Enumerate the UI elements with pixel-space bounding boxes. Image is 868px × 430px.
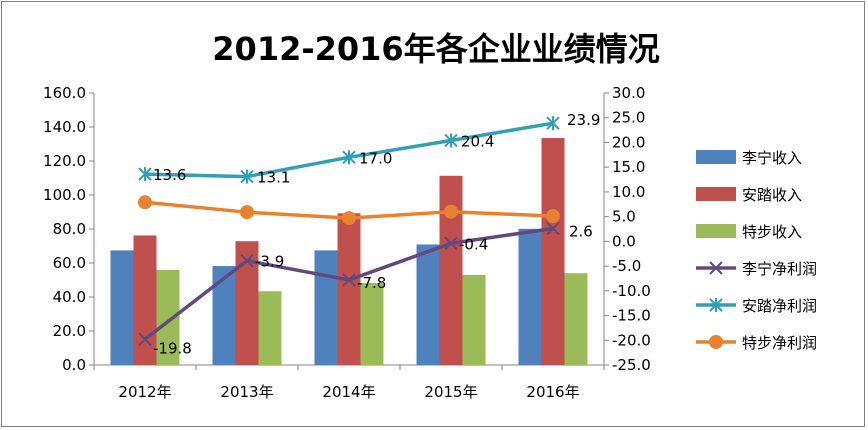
x-marker xyxy=(240,253,254,268)
circle-marker xyxy=(546,209,560,224)
legend-label: 安踏净利润 xyxy=(742,297,817,315)
data-labels: -19.8 -3.9 -7.8 -0.4 2.6 13.6 13.1 17.0 20.4 23.9 xyxy=(153,111,600,357)
y-right-tick-label: 30.0 xyxy=(612,84,645,102)
bar xyxy=(156,269,180,365)
legend-label: 特步收入 xyxy=(742,223,802,241)
legend-label: 李宁收入 xyxy=(742,149,802,167)
bar xyxy=(133,235,157,365)
y-right-tick-label: -25.0 xyxy=(612,356,651,374)
y-right-tick-label: -20.0 xyxy=(612,331,651,349)
x-marker-stroke xyxy=(444,236,458,251)
data-label: -3.9 xyxy=(255,253,284,271)
bar xyxy=(518,228,542,365)
y-left-tick-label: 140.0 xyxy=(43,118,86,136)
legend-swatch xyxy=(696,224,736,238)
y-right-tick-label: -5.0 xyxy=(612,257,641,275)
circle-marker xyxy=(138,195,152,210)
legend-label: 特步净利润 xyxy=(742,334,817,352)
star-marker xyxy=(138,167,152,182)
bar xyxy=(439,175,463,365)
y-right-tick-label: 10.0 xyxy=(612,183,645,201)
data-label: -19.8 xyxy=(153,339,192,357)
bar xyxy=(462,274,486,365)
bar xyxy=(110,250,134,365)
data-label: 17.0 xyxy=(359,149,392,167)
data-label: -7.8 xyxy=(357,274,386,292)
circle-marker xyxy=(709,335,723,349)
y-right-tick-label: -10.0 xyxy=(612,282,651,300)
bar xyxy=(212,266,236,365)
y-right-tick-label: 15.0 xyxy=(612,158,645,176)
y-left-tick-label: 160.0 xyxy=(43,84,86,102)
star-marker xyxy=(342,150,356,165)
circle-marker xyxy=(444,204,458,219)
x-marker xyxy=(546,221,560,236)
y-right-tick-label: 5.0 xyxy=(612,208,636,226)
x-marker-stroke xyxy=(342,273,356,287)
x-marker-stroke xyxy=(709,261,723,275)
bar xyxy=(337,213,361,365)
star-marker xyxy=(546,116,560,131)
axes: 0.0 20.0 40.0 60.0 80.0 100.0 120.0 140.0 160.0 -… xyxy=(43,84,651,401)
y-left-tick-label: 20.0 xyxy=(53,322,86,340)
data-label: 23.9 xyxy=(567,111,600,129)
y-right-tick-label: 20.0 xyxy=(612,133,645,151)
bar xyxy=(314,250,338,365)
data-label: 13.6 xyxy=(153,166,186,184)
bar xyxy=(360,283,384,365)
x-tick-label: 2014年 xyxy=(322,383,375,401)
x-marker-stroke xyxy=(546,221,560,236)
x-marker xyxy=(138,332,152,346)
data-label: 13.1 xyxy=(257,169,290,187)
legend-swatch xyxy=(696,150,736,164)
y-left-tick-label: 0.0 xyxy=(62,356,86,374)
legend-label: 安踏收入 xyxy=(742,186,802,204)
y-left-tick-label: 40.0 xyxy=(53,288,86,306)
bar xyxy=(564,273,588,365)
y-left-tick-label: 100.0 xyxy=(43,186,86,204)
x-tick-label: 2012年 xyxy=(118,383,171,401)
x-tick-label: 2015年 xyxy=(424,383,477,401)
legend-swatch xyxy=(696,187,736,201)
x-marker xyxy=(444,236,458,251)
bar xyxy=(258,291,282,365)
bar xyxy=(235,241,259,365)
bar xyxy=(416,244,440,365)
x-marker xyxy=(342,273,356,287)
y-right-tick-label: -15.0 xyxy=(612,307,651,325)
legend-label: 李宁净利润 xyxy=(742,260,817,278)
chart-title: 2012-2016年各企业业绩情况 xyxy=(212,30,659,68)
bar xyxy=(541,138,565,365)
y-right-tick-label: 25.0 xyxy=(612,109,645,127)
circle-marker xyxy=(240,205,254,220)
bars xyxy=(110,138,588,365)
circle-marker xyxy=(342,211,356,226)
lines xyxy=(138,116,560,346)
x-tick-label: 2013年 xyxy=(220,383,273,401)
y-left-tick-label: 60.0 xyxy=(53,254,86,272)
data-label: 2.6 xyxy=(569,223,593,241)
x-marker-stroke xyxy=(240,253,254,268)
data-label: 20.4 xyxy=(461,132,494,150)
star-marker xyxy=(444,133,458,148)
y-left-tick-label: 80.0 xyxy=(53,220,86,238)
x-marker-stroke xyxy=(138,332,152,346)
x-tick-label: 2016年 xyxy=(526,383,579,401)
y-right-tick-label: 0.0 xyxy=(612,232,636,250)
star-marker xyxy=(240,169,254,184)
data-label: -0.4 xyxy=(459,235,488,253)
y-left-tick-label: 120.0 xyxy=(43,152,86,170)
star-marker xyxy=(709,298,723,312)
x-marker xyxy=(709,261,723,275)
